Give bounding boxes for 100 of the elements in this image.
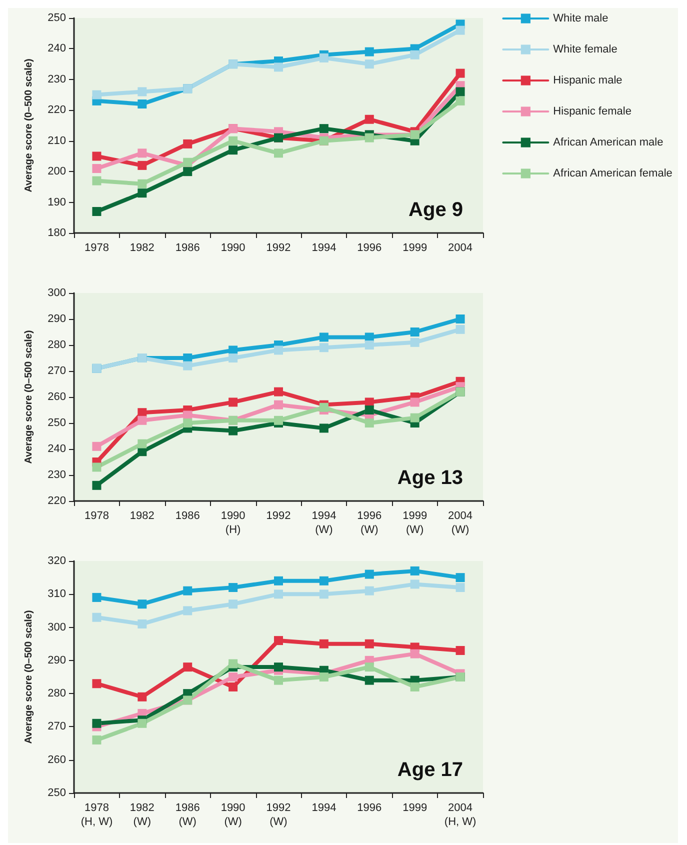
point [364, 418, 374, 428]
x-tick-label: 1982 [130, 510, 154, 522]
point [138, 600, 147, 609]
point [319, 124, 328, 134]
point [228, 682, 238, 692]
x-tick-label: 1999 (W) [402, 510, 428, 536]
point [274, 400, 283, 410]
point [319, 590, 328, 599]
point [456, 68, 465, 78]
point [138, 188, 147, 198]
point [410, 649, 420, 658]
point [228, 146, 238, 155]
point [364, 639, 374, 648]
x-tick-label: 1996 (W) [357, 510, 382, 536]
y-tick-label: 250 [48, 787, 66, 799]
point [92, 176, 102, 186]
point [364, 570, 374, 579]
x-tick-label: 1992 [266, 510, 291, 522]
point [183, 158, 192, 167]
x-tick-label: 2004 [448, 242, 473, 254]
x-tick-label: 1986 (W) [175, 802, 200, 828]
point [183, 662, 192, 672]
point [456, 646, 465, 655]
x-tick-label: 2004 (H, W) [444, 802, 476, 828]
point [274, 676, 283, 685]
point [92, 152, 102, 161]
x-tick-label: 1982 [130, 242, 154, 254]
x-tick-label: 1992 (W) [266, 802, 291, 828]
point [92, 480, 102, 490]
x-tick-label: 1990 [220, 242, 246, 254]
point [138, 87, 147, 96]
y-tick-label: 290 [48, 654, 66, 666]
legend-label: White male [553, 12, 608, 24]
point [92, 164, 102, 173]
text: Age 13 [397, 467, 464, 489]
point [456, 87, 465, 96]
point [138, 718, 147, 728]
x-tick-label: 1994 [312, 802, 336, 814]
y-tick-label: 250 [48, 12, 66, 24]
point [319, 672, 328, 682]
point [138, 692, 147, 702]
point [92, 735, 102, 744]
y-tick-label: 280 [48, 339, 66, 351]
x-tick-label: 1978 [84, 242, 109, 254]
point [228, 659, 238, 668]
point [319, 639, 328, 648]
x-tick-label: 1990 (W) [220, 802, 246, 828]
point [274, 576, 283, 586]
point [456, 26, 465, 35]
point [183, 606, 192, 616]
point [183, 418, 192, 428]
x-tick-label: 1996 [357, 242, 382, 254]
x-tick-label: 1996 [357, 802, 382, 814]
y-tick-label: 190 [48, 196, 66, 208]
point [228, 354, 238, 362]
point [274, 62, 283, 72]
point [92, 90, 102, 100]
point [364, 586, 374, 596]
point [92, 442, 102, 451]
legend-label: Hispanic female [553, 106, 632, 118]
y-tick-label: 220 [48, 104, 66, 116]
y-tick-label: 200 [48, 166, 66, 178]
x-tick-label: 1999 [402, 802, 428, 814]
x-tick-label: 1986 [175, 242, 200, 254]
y-tick-label: 260 [48, 754, 66, 766]
point [319, 576, 328, 586]
point [228, 136, 238, 146]
point [138, 439, 147, 448]
point [410, 398, 420, 407]
x-tick-label: 1999 [402, 242, 428, 254]
y-tick-label: 230 [48, 469, 66, 481]
point [410, 580, 420, 589]
point [92, 462, 102, 472]
point [274, 387, 283, 396]
y-tick-label: 280 [48, 688, 66, 700]
point [456, 583, 465, 592]
y-tick-label: 310 [48, 588, 66, 600]
x-tick-label: 1994 [312, 242, 336, 254]
legend-label: African American female [553, 168, 672, 180]
y-tick-label: 240 [48, 42, 66, 55]
point [410, 50, 420, 60]
y-axis-title: Average score (0–500 scale) [24, 330, 34, 464]
point [183, 167, 192, 176]
y-tick-label: 210 [48, 134, 66, 147]
x-tick-label: 1978 [84, 510, 109, 522]
point [456, 96, 465, 106]
point [319, 402, 328, 412]
point [319, 332, 328, 342]
point [183, 586, 192, 596]
point [410, 566, 420, 576]
point [92, 679, 102, 688]
y-tick-label: 290 [48, 313, 66, 325]
point [319, 424, 328, 433]
point [274, 416, 283, 425]
point [274, 636, 283, 646]
point [364, 114, 374, 124]
legend-label: Hispanic male [553, 74, 622, 86]
legend-label: White female [553, 44, 618, 56]
point [183, 361, 192, 370]
y-tick-label: 240 [48, 443, 66, 455]
